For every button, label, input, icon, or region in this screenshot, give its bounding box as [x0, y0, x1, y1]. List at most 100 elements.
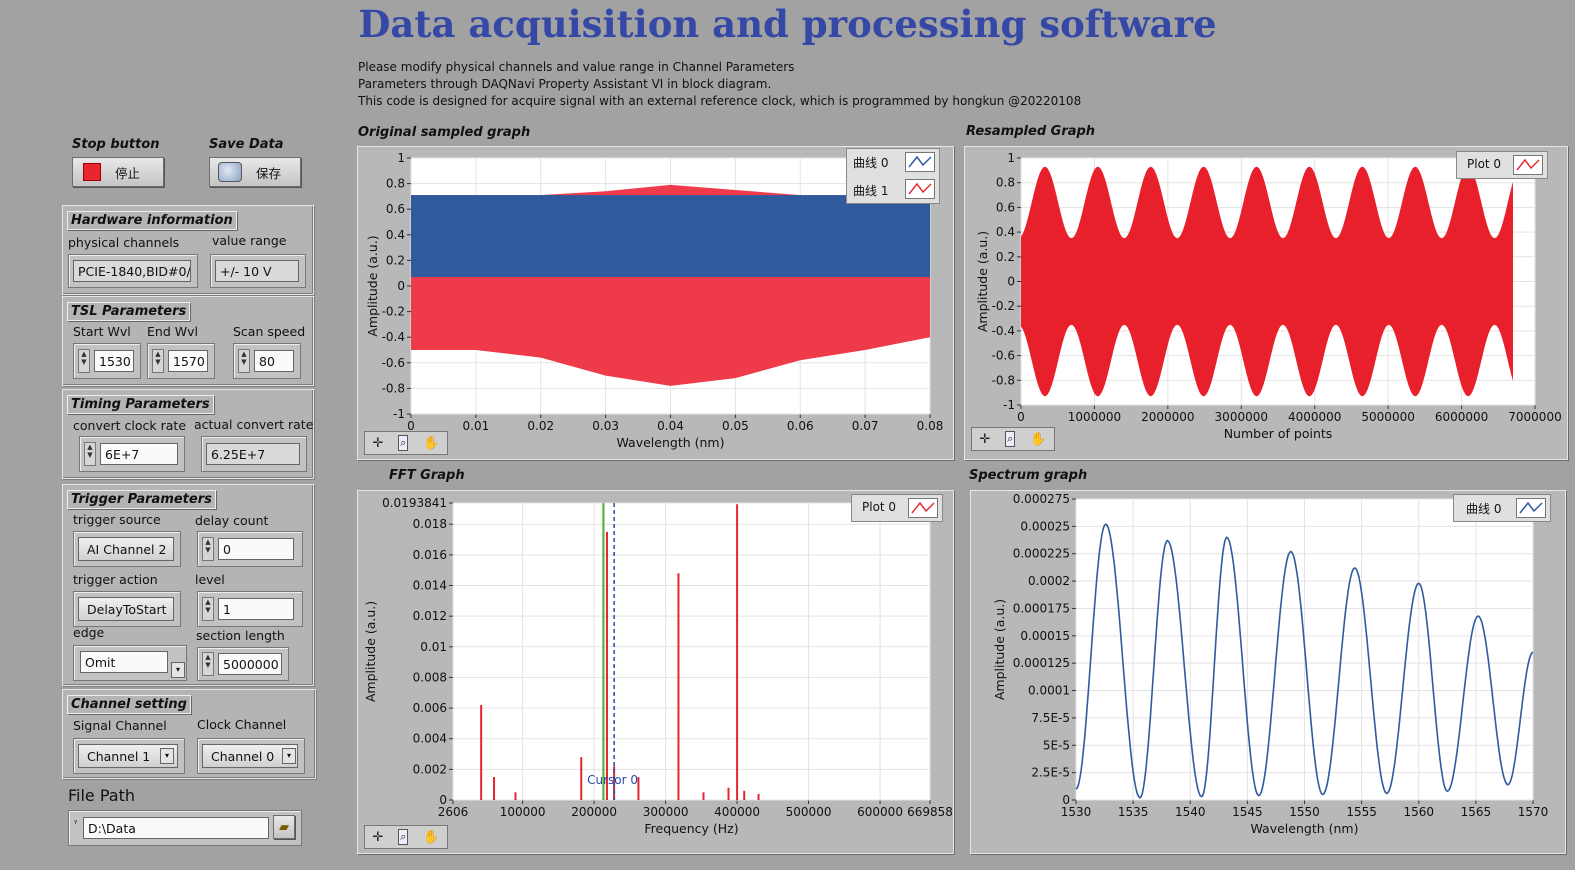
series-red-envelope — [1021, 166, 1513, 397]
end-wvl-input[interactable]: 1570 — [168, 350, 208, 372]
pan-hand-icon[interactable]: ✋ — [423, 435, 440, 451]
x-tick-label: 0.03 — [592, 419, 619, 433]
resampled-graph[interactable]: 0 1000000 2000000 3000000 4000000 5000000 6000… — [975, 151, 1562, 441]
delay-count-spinner[interactable]: ▲ ▼ — [202, 537, 214, 561]
y-tick-label: 0.00015 — [1020, 629, 1070, 643]
y-tick-label: -0.8 — [992, 373, 1015, 387]
legend-line-red-icon — [1513, 155, 1543, 175]
convert-clock-rate-label: convert clock rate — [73, 418, 187, 433]
y-tick-label: -0.6 — [992, 349, 1015, 363]
y-tick-label: 0.018 — [413, 517, 447, 531]
y-tick-label: 0 — [1062, 793, 1070, 807]
fft-graph[interactable]: 2606 100000 200000 300000 400000 500000 600000… — [363, 496, 953, 836]
file-path-input[interactable]: D:\Data — [83, 817, 269, 839]
scan-speed-input[interactable]: 80 — [254, 350, 294, 372]
y-tick-label: -0.4 — [382, 330, 405, 344]
legend-entry-0: 曲线 0 — [853, 156, 889, 170]
x-tick-label: 0 — [1017, 410, 1025, 424]
y-tick-label: -0.2 — [992, 299, 1015, 313]
resampled-legend[interactable]: Plot 0 — [1456, 151, 1548, 179]
y-tick-label: 0.004 — [413, 732, 447, 746]
scan-speed-frame: ▲ ▼ 80 — [233, 343, 301, 379]
legend-line-red-icon — [908, 498, 938, 518]
pan-hand-icon[interactable]: ✋ — [1030, 431, 1047, 447]
x-tick-label: 1540 — [1175, 805, 1206, 819]
y-tick-label: 0.8 — [996, 176, 1015, 190]
spectrum-legend[interactable]: 曲线 0 — [1453, 494, 1551, 522]
stop-button[interactable]: 停止 — [72, 157, 164, 187]
x-axis-label: Number of points — [1224, 426, 1333, 441]
cursor-crosshair-icon[interactable]: ✛ — [372, 829, 384, 845]
y-axis-label: Amplitude (a.u.) — [365, 235, 380, 336]
signal-channel-arrow-icon[interactable]: ▾ — [160, 748, 174, 764]
browse-folder-icon[interactable]: ▰ — [273, 815, 295, 839]
fft-graph-palette: ✛ ⌕ ✋ — [364, 825, 448, 849]
x-tick-label: 1530 — [1061, 805, 1092, 819]
tsl-panel: TSL Parameters Start Wvl End Wvl Scan sp… — [62, 296, 314, 386]
series-blue-area — [411, 195, 930, 278]
x-tick-label: 2000000 — [1141, 410, 1194, 424]
clock-channel-arrow-icon[interactable]: ▾ — [282, 748, 296, 764]
y-tick-label: 1 — [1007, 151, 1015, 165]
trigger-action-select[interactable]: DelayToStart — [78, 597, 174, 621]
y-tick-label: 0.6 — [386, 202, 405, 216]
value-range-field[interactable]: +/- 10 V — [215, 260, 299, 282]
convert-clock-spinner[interactable]: ▲ ▼ — [84, 442, 96, 466]
save-label: Save Data — [209, 137, 284, 152]
cursor-crosshair-icon[interactable]: ✛ — [979, 431, 991, 447]
end-wvl-label: End Wvl — [147, 324, 198, 339]
x-tick-label: 500000 — [786, 805, 832, 819]
section-length-input[interactable]: 5000000 — [218, 653, 282, 675]
fft-legend[interactable]: Plot 0 — [851, 494, 943, 522]
x-tick-label: 300000 — [643, 805, 689, 819]
y-tick-label: -0.4 — [992, 324, 1015, 338]
zoom-icon[interactable]: ⌕ — [398, 829, 409, 845]
save-button[interactable]: 保存 — [209, 157, 301, 187]
physical-channels-field[interactable]: PCIE-1840,BID#0/ — [73, 260, 191, 282]
y-tick-label: -0.8 — [382, 381, 405, 395]
y-tick-label: -1 — [393, 407, 405, 421]
y-tick-label: 0.6 — [996, 200, 1015, 214]
y-tick-label: 2.5E-5 — [1031, 766, 1070, 780]
start-wvl-input[interactable]: 1530 — [94, 350, 134, 372]
description-line-2: Parameters through DAQNavi Property Assi… — [358, 77, 772, 91]
zoom-icon[interactable]: ⌕ — [398, 435, 409, 451]
start-wvl-label: Start Wvl — [73, 324, 131, 339]
pan-hand-icon[interactable]: ✋ — [423, 829, 440, 845]
resampled-graph-palette: ✛ ⌕ ✋ — [971, 427, 1055, 451]
fft-graph-title: FFT Graph — [389, 468, 465, 483]
level-spinner[interactable]: ▲ ▼ — [202, 597, 214, 621]
x-tick-label: 1000000 — [1068, 410, 1121, 424]
y-tick-label: 0.0001 — [1028, 684, 1070, 698]
x-tick-label: 600000 — [857, 805, 903, 819]
hardware-panel-title: Hardware information — [67, 211, 237, 230]
y-tick-label: -1 — [1003, 398, 1015, 412]
x-tick-label: 7000000 — [1508, 410, 1561, 424]
x-axis-label: Wavelength (nm) — [1251, 821, 1359, 836]
spectrum-graph[interactable]: 1530 1535 1540 1545 1550 1555 1560 1565 1570 0.00… — [992, 492, 1548, 836]
trigger-source-select[interactable]: AI Channel 2 — [78, 537, 174, 561]
y-tick-label: 0.002 — [413, 762, 447, 776]
start-wvl-frame: ▲ ▼ 1530 — [73, 343, 141, 379]
delay-count-input[interactable]: 0 — [218, 538, 294, 560]
y-tick-label: 0 — [1007, 275, 1015, 289]
scan-speed-spinner[interactable]: ▲ ▼ — [238, 349, 250, 373]
edge-select[interactable]: Omit — [80, 651, 168, 673]
timing-panel: Timing Parameters convert clock rate act… — [62, 389, 314, 479]
y-axis-label: Amplitude (a.u.) — [975, 231, 990, 332]
edge-dropdown-arrow-icon[interactable]: ▾ — [171, 662, 185, 678]
end-wvl-spinner[interactable]: ▲ ▼ — [152, 349, 164, 373]
original-legend[interactable]: 曲线 0 曲线 1 — [846, 148, 940, 204]
start-wvl-spinner[interactable]: ▲ ▼ — [78, 349, 90, 373]
section-length-spinner[interactable]: ▲ ▼ — [202, 652, 214, 676]
convert-clock-input[interactable]: 6E+7 — [100, 443, 178, 465]
x-tick-label: 1545 — [1232, 805, 1263, 819]
cursor-crosshair-icon[interactable]: ✛ — [372, 435, 384, 451]
tsl-panel-title: TSL Parameters — [67, 302, 191, 321]
x-tick-label: 1550 — [1289, 805, 1320, 819]
x-tick-label: 1560 — [1403, 805, 1434, 819]
zoom-icon[interactable]: ⌕ — [1005, 431, 1016, 447]
level-input[interactable]: 1 — [218, 598, 294, 620]
original-sampled-graph[interactable]: 0 0.01 0.02 0.03 0.04 0.05 0.06 0.07 0.08 1 0.8 0.6… — [365, 151, 943, 450]
